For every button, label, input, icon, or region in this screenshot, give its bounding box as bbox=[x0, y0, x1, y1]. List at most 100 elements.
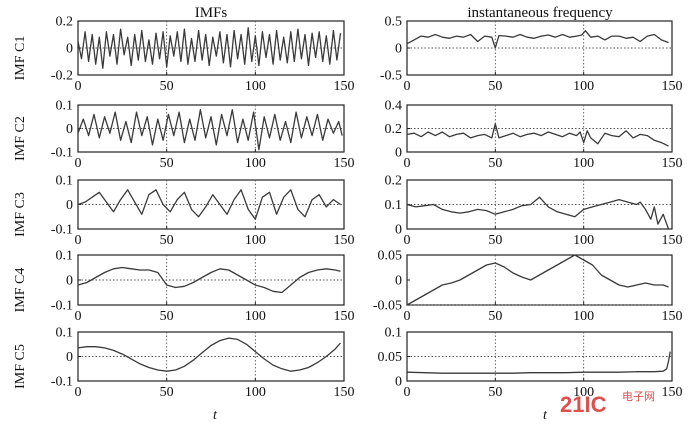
x-tick-label: 100 bbox=[245, 385, 266, 400]
y-tick-label: 0.2 bbox=[56, 15, 74, 30]
y-tick-label: 0 bbox=[66, 274, 73, 289]
y-tick-label: 0.1 bbox=[56, 99, 74, 114]
watermark-logo: 21IC 电子网 bbox=[560, 390, 655, 417]
x-tick-label: 0 bbox=[75, 233, 82, 248]
y-tick-label: -0.1 bbox=[51, 375, 73, 390]
x-tick-label: 0 bbox=[75, 156, 82, 171]
y-axis-label: IMF C4 bbox=[13, 268, 28, 313]
panel-right-3: 0 50 100 150 0.2 0.1 0 bbox=[385, 174, 683, 249]
series-line bbox=[406, 123, 669, 147]
x-tick-label: 150 bbox=[334, 309, 355, 324]
y-tick-label: -0.5 bbox=[380, 69, 402, 84]
x-tick-label: 150 bbox=[662, 79, 683, 94]
left-x-axis-label: t bbox=[213, 408, 218, 423]
x-tick-label: 100 bbox=[573, 309, 594, 324]
y-tick-label: 0.1 bbox=[56, 174, 74, 189]
panel-right-5: 0 50 100 150 0.1 0.05 0 bbox=[378, 326, 683, 401]
y-tick-label: -0.1 bbox=[51, 299, 73, 314]
y-tick-label: 0 bbox=[66, 198, 73, 213]
watermark-main: 21IC bbox=[560, 392, 607, 417]
y-axis-label: IMF C3 bbox=[13, 192, 28, 237]
x-tick-label: 150 bbox=[662, 309, 683, 324]
series-line bbox=[406, 30, 669, 49]
x-tick-label: 0 bbox=[75, 309, 82, 324]
y-tick-label: 0 bbox=[66, 42, 73, 57]
x-tick-label: 0 bbox=[404, 233, 411, 248]
x-tick-label: 50 bbox=[488, 309, 502, 324]
y-tick-label: 0 bbox=[66, 122, 73, 137]
y-tick-label: 0 bbox=[395, 146, 402, 161]
x-tick-label: 0 bbox=[404, 385, 411, 400]
series-line bbox=[406, 351, 671, 374]
x-tick-label: 50 bbox=[160, 156, 174, 171]
x-tick-label: 0 bbox=[75, 79, 82, 94]
y-tick-label: 0 bbox=[66, 350, 73, 365]
x-tick-label: 50 bbox=[160, 309, 174, 324]
y-axis-label: IMF C5 bbox=[13, 344, 28, 389]
y-tick-label: -0.2 bbox=[51, 69, 73, 84]
x-tick-label: 0 bbox=[404, 156, 411, 171]
series-line bbox=[406, 196, 670, 230]
x-tick-label: 100 bbox=[245, 309, 266, 324]
x-tick-label: 100 bbox=[245, 233, 266, 248]
y-tick-label: 0.2 bbox=[385, 174, 403, 189]
y-tick-label: 0.1 bbox=[385, 198, 403, 213]
y-tick-label: 0.05 bbox=[378, 249, 403, 264]
y-tick-label: 0 bbox=[395, 375, 402, 390]
x-tick-label: 150 bbox=[662, 156, 683, 171]
right-column-title: instantaneous frequency bbox=[467, 5, 613, 21]
x-tick-label: 150 bbox=[334, 233, 355, 248]
x-tick-label: 100 bbox=[573, 233, 594, 248]
watermark-small: 电子网 bbox=[622, 390, 655, 403]
y-axis-label: IMF C1 bbox=[13, 36, 28, 81]
y-tick-label: 0 bbox=[395, 42, 402, 57]
panel-right-2: 0 50 100 150 0.4 0.2 0 bbox=[385, 99, 683, 172]
x-tick-label: 150 bbox=[334, 79, 355, 94]
y-tick-label: 0.1 bbox=[56, 249, 74, 264]
axes-frame bbox=[406, 254, 673, 306]
series-line bbox=[406, 254, 669, 306]
y-tick-label: 0.4 bbox=[385, 99, 403, 114]
y-tick-label: 0.1 bbox=[385, 326, 403, 341]
x-tick-label: 150 bbox=[662, 385, 683, 400]
x-tick-label: 0 bbox=[404, 309, 411, 324]
x-tick-label: 100 bbox=[573, 156, 594, 171]
series-line bbox=[77, 27, 342, 69]
x-tick-label: 150 bbox=[662, 233, 683, 248]
x-tick-label: 50 bbox=[160, 233, 174, 248]
x-tick-label: 0 bbox=[75, 385, 82, 400]
y-tick-label: 0 bbox=[395, 274, 402, 289]
series-line bbox=[77, 337, 341, 372]
x-tick-label: 50 bbox=[488, 156, 502, 171]
y-tick-label: 0.05 bbox=[378, 350, 403, 365]
y-tick-label: 0 bbox=[395, 223, 402, 238]
series-line bbox=[77, 189, 341, 220]
series-line bbox=[77, 109, 343, 151]
x-tick-label: 50 bbox=[488, 385, 502, 400]
y-tick-label: 0.2 bbox=[385, 122, 403, 137]
x-tick-label: 100 bbox=[573, 79, 594, 94]
x-tick-label: 150 bbox=[334, 156, 355, 171]
left-column-title: IMFs bbox=[195, 5, 228, 21]
x-tick-label: 100 bbox=[245, 79, 266, 94]
y-tick-label: 0.1 bbox=[56, 326, 74, 341]
y-tick-label: -0.1 bbox=[51, 223, 73, 238]
x-tick-label: 50 bbox=[488, 233, 502, 248]
x-tick-label: 50 bbox=[160, 79, 174, 94]
y-tick-label: -0.1 bbox=[51, 146, 73, 161]
x-tick-label: 100 bbox=[245, 156, 266, 171]
x-tick-label: 0 bbox=[404, 79, 411, 94]
right-x-axis-label: t bbox=[543, 408, 548, 423]
y-tick-label: 0.5 bbox=[385, 15, 403, 30]
y-tick-label: -0.05 bbox=[373, 299, 402, 314]
x-tick-label: 100 bbox=[573, 385, 594, 400]
